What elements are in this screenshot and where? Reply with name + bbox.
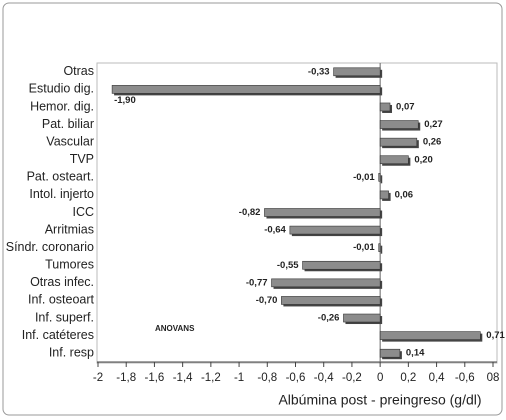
- category-label: Inf. superf.: [35, 310, 94, 324]
- value-label: -0,70: [256, 295, 278, 306]
- x-tick-label: -2: [93, 372, 103, 384]
- value-label: -0,82: [239, 207, 261, 218]
- category-label: Intol. injerto: [29, 187, 94, 201]
- x-tick-label: 0,2: [400, 372, 416, 384]
- value-label: -0,01: [353, 242, 375, 253]
- bar: [378, 243, 381, 252]
- bar-shadow: [380, 245, 383, 254]
- frame: [2, 2, 503, 416]
- category-label: Otras: [63, 64, 94, 78]
- value-label: 0,27: [424, 119, 443, 130]
- value-label: -0,26: [318, 313, 340, 324]
- value-label: 0,26: [423, 137, 442, 148]
- bar: [379, 331, 481, 340]
- bar: [379, 190, 389, 200]
- x-tick-label: -0,6: [455, 372, 475, 384]
- category-label: Arritmias: [45, 222, 94, 236]
- x-tick-label: -0,8: [257, 372, 277, 384]
- category-label: Hemor. dig.: [30, 99, 94, 113]
- bar: [379, 102, 391, 112]
- category-label: Inf. osteoart: [28, 293, 95, 307]
- bar: [379, 155, 409, 165]
- category-label: Vascular: [46, 134, 94, 148]
- bar: [289, 225, 381, 235]
- value-label: -0,55: [277, 260, 299, 271]
- x-tick-label: 08: [487, 372, 500, 384]
- annotation: ANOVANS: [155, 324, 195, 333]
- x-tick-label: -1,6: [145, 372, 165, 384]
- value-label: -0,01: [353, 172, 375, 183]
- bar: [271, 278, 381, 288]
- x-tick-label: -0,4: [314, 372, 334, 384]
- value-label: 0,06: [395, 189, 414, 200]
- bar: [379, 120, 419, 129]
- x-tick-label: -0,6: [286, 372, 306, 384]
- value-label: -0,64: [264, 225, 286, 236]
- x-tick-label: 0: [377, 372, 383, 384]
- category-label: Pat. biliar: [42, 117, 94, 131]
- x-tick-label: -0,2: [342, 372, 362, 384]
- category-label: Inf. resp: [49, 346, 94, 360]
- bar: [379, 137, 418, 147]
- x-tick-label: -1,2: [201, 372, 221, 384]
- bar: [264, 208, 381, 217]
- x-tick-label: -1: [234, 372, 244, 384]
- category-label: Otras infec.: [30, 275, 94, 289]
- bar: [281, 296, 381, 305]
- value-label: -1,90: [114, 95, 136, 106]
- value-label: -0,33: [308, 66, 330, 77]
- plot-area: [96, 62, 498, 364]
- x-tick-label: -1,4: [173, 372, 193, 384]
- bar: [379, 348, 401, 358]
- category-label: Estudio dig.: [29, 82, 94, 96]
- bar: [333, 67, 381, 77]
- bar-shadow: [380, 175, 383, 184]
- value-label: 0,20: [414, 154, 433, 165]
- x-tick-label: 0,4: [429, 372, 446, 384]
- category-label: ICC: [72, 205, 94, 219]
- category-label: Tumores: [45, 258, 94, 272]
- value-label: -0,77: [246, 277, 268, 288]
- bar: [302, 260, 381, 270]
- bar: [378, 173, 381, 182]
- bar: [111, 85, 381, 94]
- value-label: 0,71: [486, 330, 505, 341]
- category-label: Inf. catéteres: [22, 328, 94, 342]
- value-label: 0,07: [396, 101, 415, 112]
- category-label: TVP: [70, 152, 94, 166]
- x-axis-label: Albúmina post - preingreso (g/dl): [278, 392, 481, 408]
- category-label: Síndr. coronario: [6, 240, 94, 254]
- x-tick-label: -1,8: [116, 372, 136, 384]
- value-label: 0,14: [406, 348, 425, 359]
- bar: [343, 313, 381, 323]
- category-label: Pat. osteart.: [27, 170, 94, 184]
